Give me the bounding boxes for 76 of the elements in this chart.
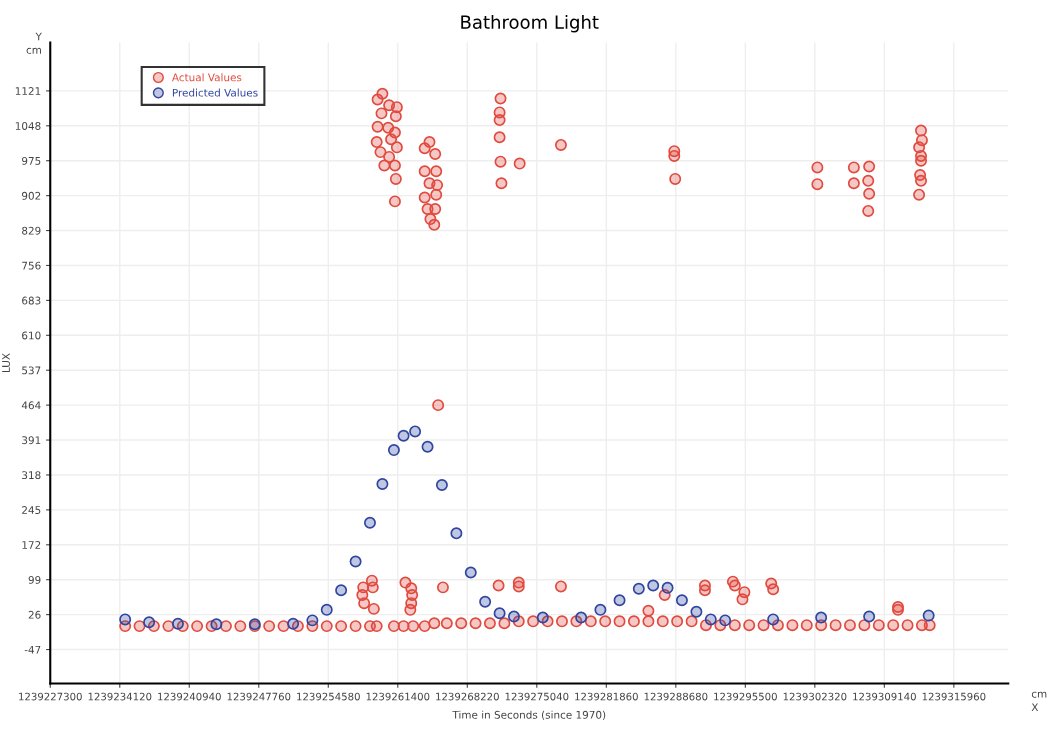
point: [675, 594, 688, 607]
point: [349, 555, 362, 568]
point: [613, 594, 626, 607]
y-tick-label: 318: [22, 471, 41, 480]
text: cm: [26, 47, 41, 54]
x-tick-label: 1239234120: [88, 692, 152, 701]
y-tick-label: 391: [22, 436, 41, 445]
legend-label: Predicted Values: [172, 88, 258, 97]
x-tick-label: 1239261400: [366, 692, 430, 701]
point: [690, 605, 703, 618]
point: [376, 478, 389, 491]
y-tick-label: 975: [22, 156, 41, 165]
point: [306, 614, 319, 627]
y-tick-label: 1048: [15, 122, 41, 130]
x-tick-label: 1239240940: [158, 692, 221, 701]
x-tick-label: 1239315960: [922, 692, 986, 701]
point: [507, 610, 520, 623]
x-tick-label: 1239268220: [436, 692, 499, 701]
y-tick-label: 26: [28, 610, 41, 619]
chart-title: Bathroom Light: [461, 14, 599, 33]
x-tick-label: 1239281860: [575, 692, 638, 701]
point: [594, 603, 607, 616]
y-tick-label: -47: [24, 645, 41, 654]
point: [815, 611, 828, 624]
x-tick-label: 1239288680: [644, 692, 708, 701]
point: [863, 610, 876, 623]
point: [320, 603, 333, 616]
point: [397, 429, 410, 442]
point: [719, 614, 732, 627]
point: [922, 609, 935, 622]
x-tick-label: 1239254580: [297, 692, 360, 701]
y-tick-label: 464: [21, 401, 41, 410]
point: [210, 618, 223, 631]
point: [450, 527, 463, 540]
x-tick-label: 1239309140: [853, 692, 916, 701]
x-tick-label: 1239247760: [227, 692, 291, 701]
point: [464, 566, 477, 579]
point: [363, 516, 376, 529]
legend-label: Actual Values: [171, 73, 242, 82]
point: [435, 479, 448, 491]
x-tick-label: 1239275040: [505, 692, 569, 701]
point: [493, 607, 506, 620]
text: Y: [35, 32, 42, 41]
y-tick-label: 1121: [15, 87, 41, 95]
y-tick-label: 683: [22, 296, 41, 305]
point: [171, 617, 184, 630]
y-tick-label: 829: [22, 226, 41, 235]
point: [661, 581, 674, 594]
point: [421, 440, 434, 453]
point: [632, 582, 645, 595]
point: [704, 613, 717, 626]
point: [387, 444, 400, 457]
y-axis-title: LUX: [2, 353, 10, 373]
x-tick-label: 1239295500: [714, 692, 777, 701]
y-tick-label: 99: [28, 575, 41, 584]
point: [575, 611, 588, 624]
point: [536, 611, 549, 624]
y-tick-label: 172: [22, 541, 41, 549]
point: [335, 584, 348, 597]
point: [647, 579, 660, 592]
point: [119, 613, 132, 626]
y-tick-label: 245: [22, 506, 41, 514]
y-tick-label: 537: [22, 366, 41, 375]
y-tick-label: 610: [22, 331, 41, 340]
x-axis-title: Time in Seconds (since 1970): [452, 710, 606, 720]
point: [767, 613, 780, 626]
y-tick-label: 756: [22, 261, 41, 270]
x-tick-label: 1239227300: [19, 692, 82, 701]
point: [479, 595, 492, 608]
point: [143, 616, 156, 629]
y-tick-label: 902: [22, 191, 41, 200]
x-tick-label: 1239302320: [783, 692, 847, 701]
text: X: [1031, 703, 1039, 712]
point: [287, 617, 300, 630]
point: [409, 425, 422, 438]
text: cm: [1031, 691, 1047, 698]
